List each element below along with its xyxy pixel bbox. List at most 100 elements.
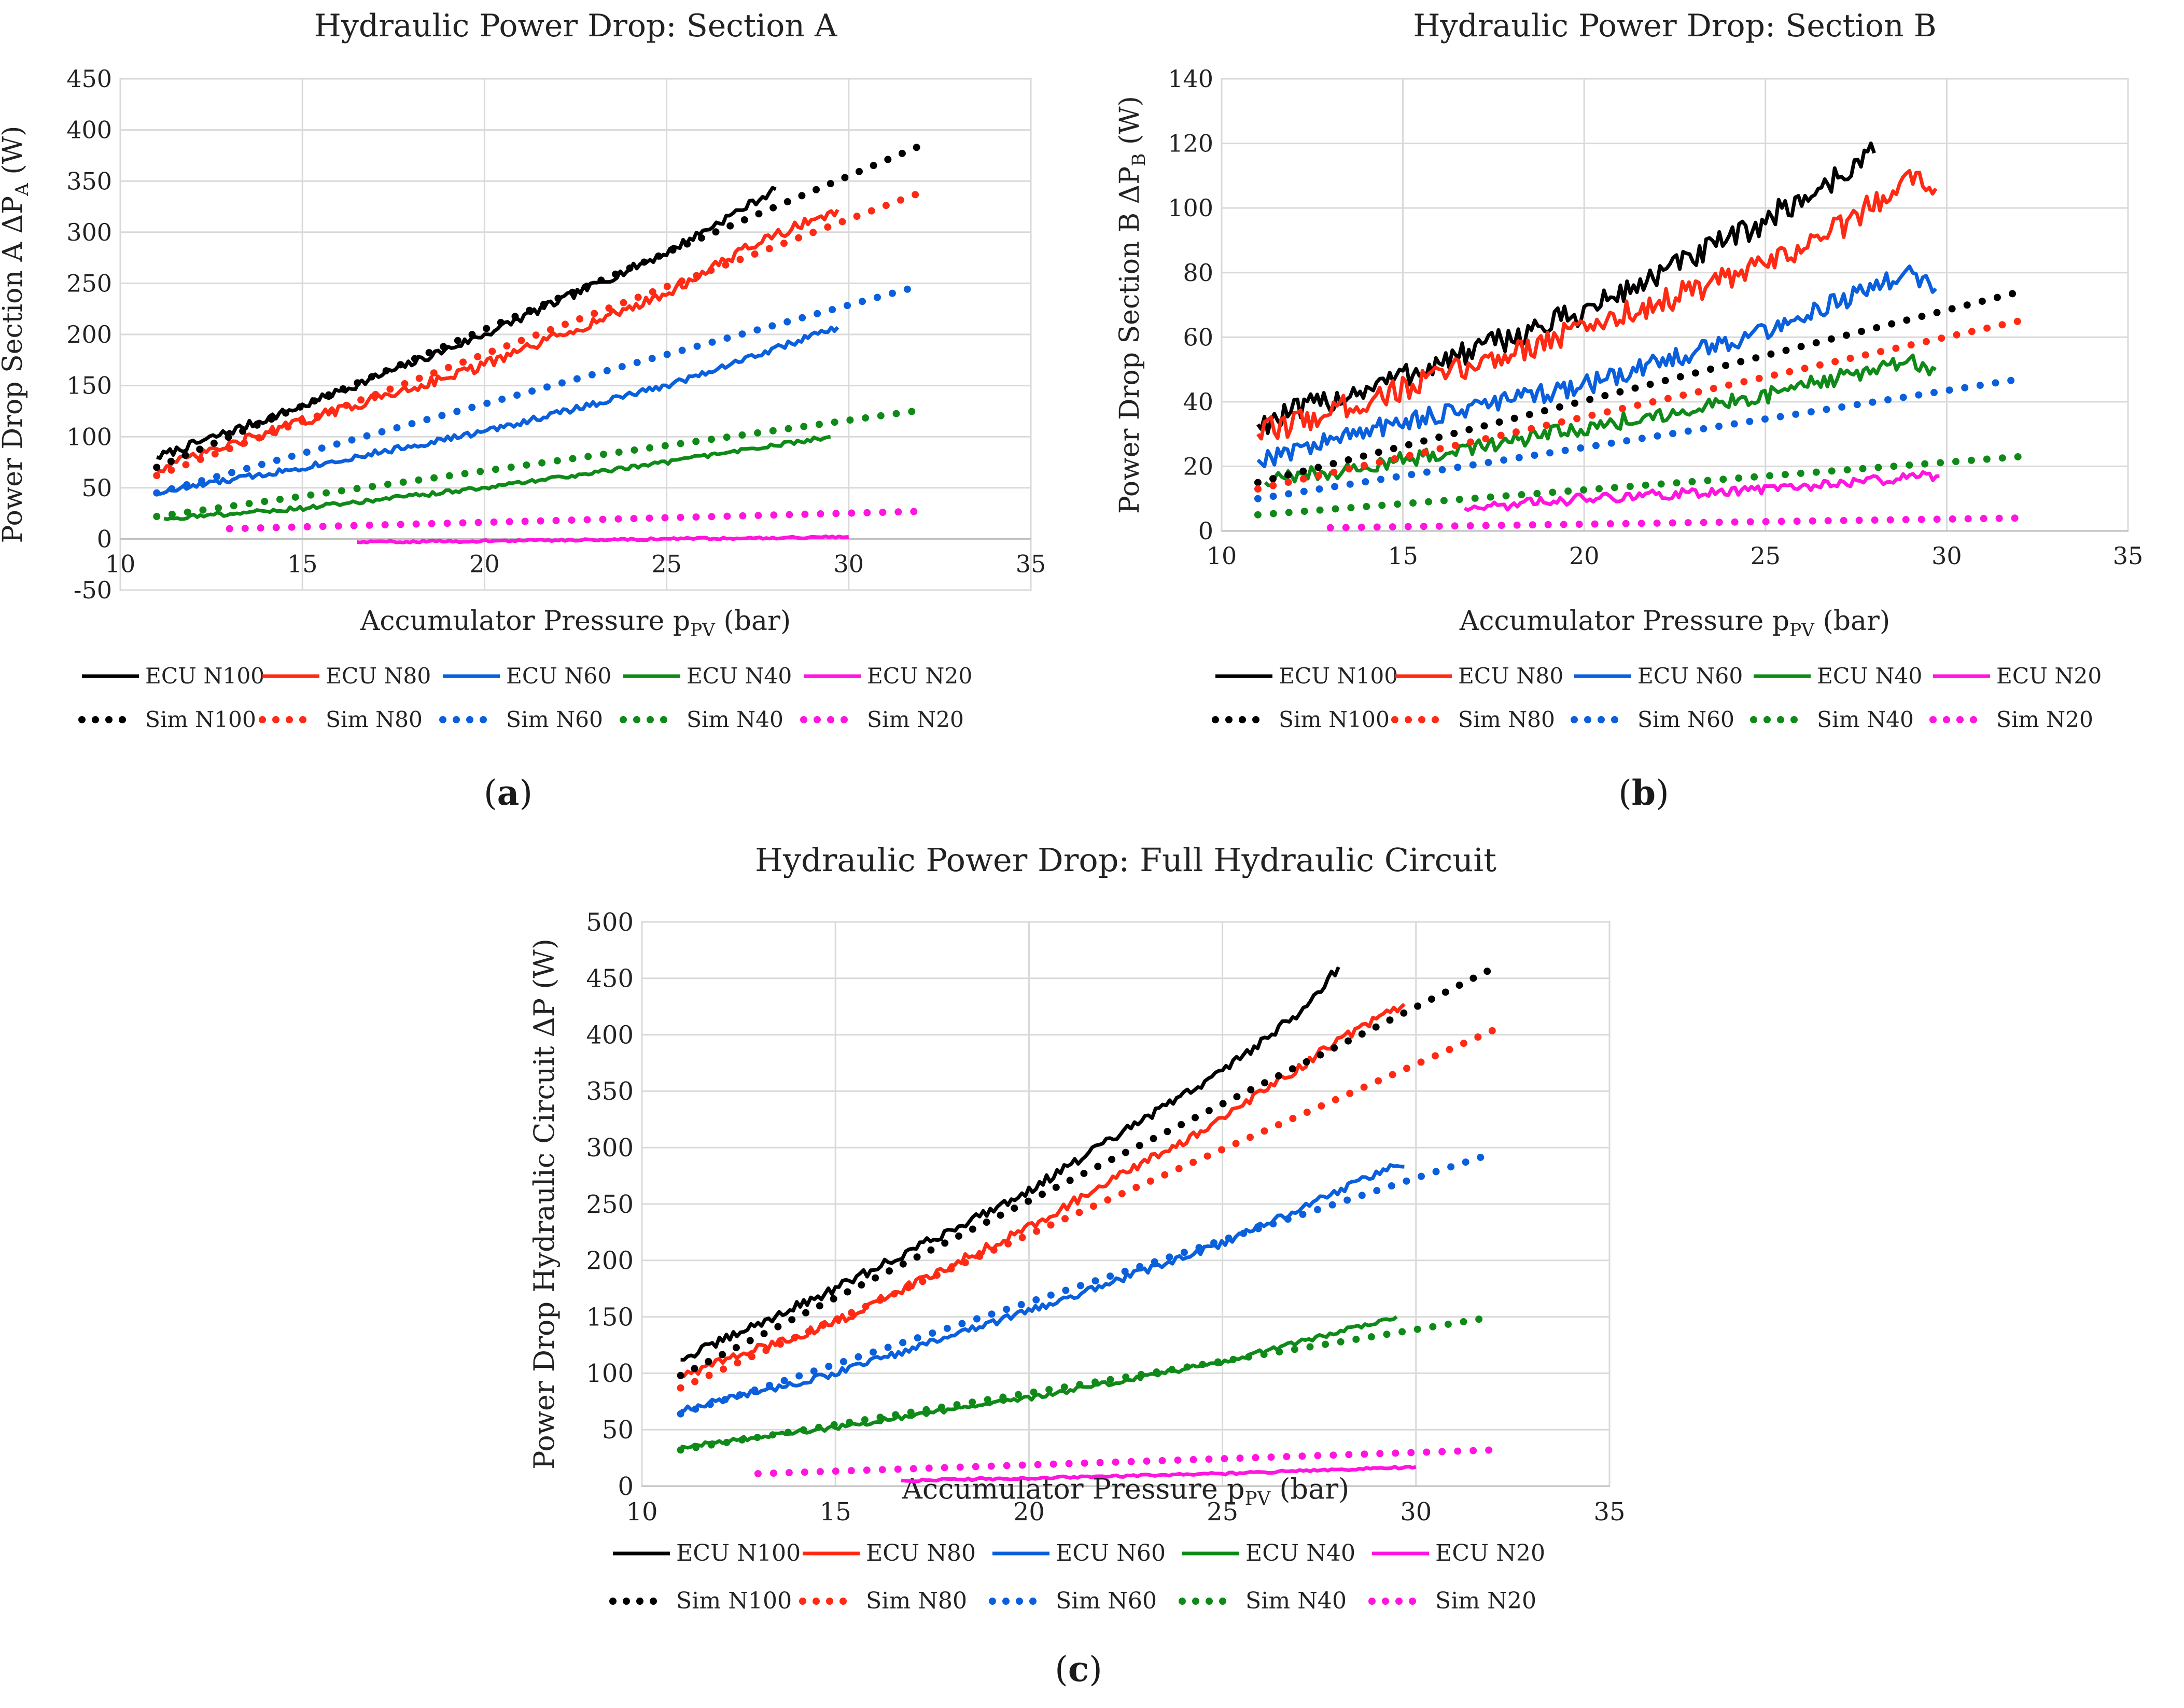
legend-label: Sim N100: [676, 1588, 792, 1614]
legend-label: Sim N80: [866, 1588, 967, 1614]
x-tick-label: 10: [1207, 542, 1237, 570]
series-ecu-n60: [680, 1163, 1405, 1413]
legend-label: ECU N20: [1996, 663, 2102, 689]
y-tick-label: 100: [586, 1359, 634, 1388]
y-tick-label: 0: [97, 525, 112, 553]
y-tick-label: 350: [66, 167, 112, 195]
series-sim-n20: [754, 1446, 1497, 1478]
y-tick-label: 50: [602, 1416, 634, 1445]
x-axis-label: Accumulator Pressure pPV (bar): [360, 606, 791, 641]
series-sim-n40: [153, 406, 926, 521]
legend-label: ECU N60: [1637, 663, 1743, 689]
x-tick-label: 15: [820, 1497, 851, 1527]
y-tick-label: 200: [66, 320, 112, 348]
y-tick-label: 100: [1168, 194, 1213, 222]
y-tick-label: 250: [66, 270, 112, 298]
series-sim-n60: [677, 1150, 1497, 1418]
series-ecu-n20: [357, 534, 849, 544]
series-ecu-n80: [156, 208, 839, 473]
series-sim-n100: [1254, 288, 2023, 486]
y-axis-label: Power Drop Hydraulic Circuit ΔP (W): [528, 939, 561, 1469]
series-ecu-n100: [680, 966, 1340, 1362]
legend: ECU N100 ECU N80 ECU N60 ECU N40 ECU N20 Sim …: [609, 1540, 1545, 1614]
y-tick-label: 50: [81, 474, 112, 502]
legend-label: ECU N100: [676, 1540, 801, 1566]
y-tick-label: 400: [66, 116, 112, 144]
legend-label: ECU N80: [326, 663, 431, 689]
x-tick-label: 35: [2113, 542, 2144, 570]
series-ecu-n80: [1256, 169, 1938, 441]
y-axis-label: Power Drop Section A ΔPA (W): [0, 126, 33, 543]
series-sim-n20: [226, 508, 926, 533]
series-ecu-n20: [901, 1464, 1417, 1483]
legend-label: ECU N20: [1435, 1540, 1545, 1566]
legend-label: ECU N80: [866, 1540, 976, 1566]
x-tick-label: 30: [1400, 1497, 1432, 1527]
legend: ECU N100 ECU N80 ECU N60 ECU N40 ECU N20 Sim …: [78, 663, 972, 732]
x-tick-label: 15: [1388, 542, 1418, 570]
x-tick-label: 25: [1751, 542, 1781, 570]
y-tick-label: 400: [586, 1020, 634, 1049]
legend-label: Sim N100: [145, 707, 256, 732]
legend-label: Sim N60: [1637, 707, 1734, 732]
x-tick-label: 35: [1593, 1497, 1625, 1527]
legend-label: ECU N20: [867, 663, 972, 689]
y-tick-label: 300: [66, 218, 112, 246]
y-tick-label: 20: [1183, 453, 1213, 481]
series-ecu-n80: [680, 1003, 1406, 1378]
legend-label: ECU N60: [506, 663, 611, 689]
chart-title: Hydraulic Power Drop: Section A: [314, 8, 837, 44]
y-tick-label: 120: [1168, 130, 1213, 158]
legend-label: ECU N40: [1245, 1540, 1355, 1566]
legend-label: ECU N100: [145, 663, 264, 689]
series-ecu-n40: [163, 435, 831, 521]
chart-a: Hydraulic Power Drop: Section A -50 0 50 100…: [0, 8, 1046, 732]
series-ecu-n20: [1463, 470, 1940, 512]
x-tick-label: 30: [834, 550, 864, 578]
legend-label: Sim N40: [1817, 707, 1914, 732]
panel-label-b: (b): [1618, 773, 1669, 813]
series-sim-n60: [1254, 375, 2023, 502]
y-tick-label: 0: [618, 1472, 634, 1501]
chart-c: Hydraulic Power Drop: Full Hydraulic Cir…: [528, 841, 1626, 1614]
legend-label: Sim N40: [687, 707, 783, 732]
x-tick-label: 15: [287, 550, 318, 578]
legend-label: ECU N80: [1458, 663, 1563, 689]
legend-label: Sim N80: [326, 707, 423, 732]
legend-label: Sim N20: [1996, 707, 2093, 732]
chart-b: Hydraulic Power Drop: Section B 0 20 40 60 80…: [1114, 8, 2144, 732]
x-tick-label: 35: [1016, 550, 1046, 578]
series-sim-n100: [677, 964, 1497, 1379]
y-tick-label: 300: [586, 1133, 634, 1163]
x-tick-label: 10: [105, 550, 136, 578]
y-axis-label: Power Drop Section B ΔPB (W): [1114, 96, 1150, 514]
x-tick-label: 25: [1207, 1497, 1238, 1527]
legend-label: Sim N100: [1279, 707, 1390, 732]
legend-label: Sim N80: [1458, 707, 1555, 732]
series-ecu-n60: [156, 326, 839, 496]
legend-label: ECU N40: [1817, 663, 1922, 689]
y-tick-label: -50: [74, 576, 112, 604]
legend-label: ECU N60: [1056, 1540, 1166, 1566]
chart-title: Hydraulic Power Drop: Full Hydraulic Cir…: [755, 841, 1496, 879]
legend: ECU N100 ECU N80 ECU N60 ECU N40 ECU N20 Sim …: [1212, 663, 2102, 732]
legend-label: Sim N40: [1245, 1588, 1347, 1614]
legend-label: Sim N60: [1056, 1588, 1157, 1614]
panel-label-c: (c): [1055, 1649, 1102, 1689]
y-tick-label: 40: [1183, 388, 1213, 416]
y-tick-label: 450: [66, 65, 112, 93]
series-ecu-n40: [1264, 353, 1937, 487]
series-sim-n100: [153, 142, 926, 471]
chart-title: Hydraulic Power Drop: Section B: [1413, 8, 1937, 44]
x-tick-label: 20: [469, 550, 500, 578]
legend-label: Sim N20: [1435, 1588, 1536, 1614]
series-sim-n40: [677, 1313, 1497, 1454]
y-tick-label: 0: [1198, 517, 1213, 545]
series-sim-n20: [1326, 514, 2023, 531]
y-tick-label: 200: [586, 1247, 634, 1276]
x-axis-label: Accumulator Pressure pPV (bar): [1459, 606, 1890, 641]
y-tick-label: 150: [586, 1303, 634, 1332]
legend-label: ECU N40: [687, 663, 792, 689]
y-tick-label: 500: [586, 908, 634, 937]
series-ecu-n100: [156, 186, 777, 460]
